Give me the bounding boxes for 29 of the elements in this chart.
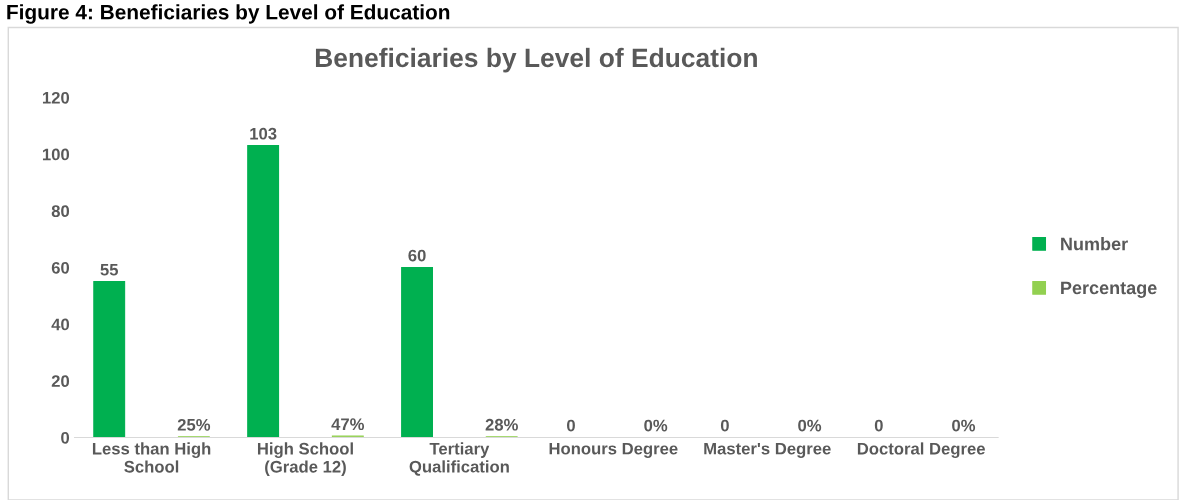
data-label: 47% bbox=[331, 418, 365, 431]
y-tick-label: 100 bbox=[42, 148, 70, 161]
data-label: 0% bbox=[798, 419, 822, 432]
caption: Figure 4: Beneficiaries by Level of Education bbox=[7, 4, 450, 24]
x-tick-label: High School (Grade 12) bbox=[257, 442, 353, 476]
data-label: 0 bbox=[874, 419, 883, 432]
y-tick-label: 120 bbox=[42, 91, 70, 104]
y-tick-label: 60 bbox=[51, 261, 70, 274]
chart-title: Beneficiaries by Level of Education bbox=[315, 47, 757, 73]
data-label: 0 bbox=[567, 419, 575, 432]
y-tick-label: 40 bbox=[51, 318, 70, 331]
x-tick-label: Honours Degree bbox=[549, 442, 678, 458]
data-label: 0 bbox=[720, 419, 729, 432]
y-tick-label: 80 bbox=[51, 205, 70, 218]
x-tick-label: Tertiary Qualification bbox=[409, 442, 509, 476]
data-label: 0% bbox=[644, 419, 668, 432]
x-tick-label: Doctoral Degree bbox=[857, 442, 985, 458]
x-tick-label: Master's Degree bbox=[704, 442, 831, 458]
data-label: 0% bbox=[952, 419, 976, 432]
y-tick-label: 0 bbox=[61, 431, 70, 444]
legend-label: Percentage bbox=[1061, 281, 1157, 298]
y-tick-label: 20 bbox=[51, 375, 70, 388]
x-tick-label: Less than High School bbox=[92, 442, 211, 473]
data-label: 55 bbox=[100, 263, 119, 276]
data-label: 103 bbox=[250, 127, 277, 140]
data-label: 60 bbox=[408, 249, 426, 262]
data-label: 28% bbox=[485, 418, 518, 431]
legend-label: Number bbox=[1061, 237, 1128, 251]
data-label: 25% bbox=[177, 418, 211, 431]
